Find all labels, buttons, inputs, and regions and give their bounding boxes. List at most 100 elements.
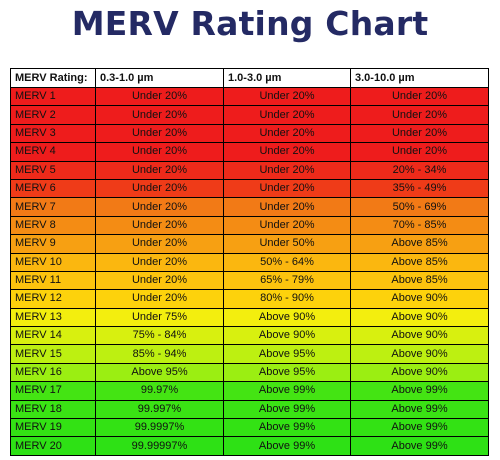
table-row: MERV 20 99.99997% Above 99% Above 99% [10,436,489,456]
efficiency-1.0-3.0-cell: 50% - 64% [223,252,351,272]
efficiency-0.3-1.0-cell: Under 20% [95,252,224,272]
efficiency-1.0-3.0-cell: Under 20% [223,86,351,107]
efficiency-1.0-3.0-cell: Above 90% [223,326,351,346]
rating-cell: MERV 19 [10,418,96,438]
table-row: MERV 3 Under 20% Under 20% Under 20% [10,123,489,144]
rating-cell: MERV 11 [10,270,96,291]
efficiency-3.0-10.0-cell: Above 90% [350,289,489,309]
efficiency-1.0-3.0-cell: Above 95% [223,362,351,383]
efficiency-3.0-10.0-cell: Above 99% [350,436,489,456]
efficiency-1.0-3.0-cell: 80% - 90% [223,289,351,309]
table-row: MERV 4 Under 20% Under 20% Under 20% [10,142,489,162]
efficiency-3.0-10.0-cell: 35% - 49% [350,178,489,199]
header-3.0-10.0: 3.0-10.0 µm [350,68,489,88]
page-title: MERV Rating Chart [71,4,429,43]
efficiency-3.0-10.0-cell: Under 20% [350,142,489,162]
efficiency-3.0-10.0-cell: 70% - 85% [350,215,489,236]
efficiency-1.0-3.0-cell: Under 20% [223,160,351,180]
rating-cell: MERV 14 [10,326,96,346]
rating-cell: MERV 1 [10,86,96,107]
table-row: MERV 14 75% - 84% Above 90% Above 90% [10,326,489,346]
efficiency-0.3-1.0-cell: Under 20% [95,160,224,180]
table-row: MERV 7 Under 20% Under 20% 50% - 69% [10,197,489,217]
rating-cell: MERV 13 [10,307,96,328]
table-header-row: MERV Rating: 0.3-1.0 µm 1.0-3.0 µm 3.0-1… [10,68,489,88]
rating-cell: MERV 9 [10,234,96,254]
table-row: MERV 10 Under 20% 50% - 64% Above 85% [10,252,489,272]
rating-cell: MERV 2 [10,105,96,125]
table-row: MERV 9 Under 20% Under 50% Above 85% [10,234,489,254]
rating-cell: MERV 8 [10,215,96,236]
efficiency-3.0-10.0-cell: Above 90% [350,344,489,364]
efficiency-1.0-3.0-cell: Above 99% [223,436,351,456]
rating-cell: MERV 6 [10,178,96,199]
table-row: MERV 5 Under 20% Under 20% 20% - 34% [10,160,489,180]
efficiency-3.0-10.0-cell: Above 99% [350,418,489,438]
efficiency-3.0-10.0-cell: 20% - 34% [350,160,489,180]
table-row: MERV 1 Under 20% Under 20% Under 20% [10,86,489,107]
efficiency-1.0-3.0-cell: Above 99% [223,418,351,438]
efficiency-3.0-10.0-cell: Above 99% [350,381,489,401]
efficiency-0.3-1.0-cell: Under 20% [95,105,224,125]
efficiency-3.0-10.0-cell: Above 85% [350,234,489,254]
table-row: MERV 18 99.997% Above 99% Above 99% [10,399,489,420]
table-row: MERV 17 99.97% Above 99% Above 99% [10,381,489,401]
efficiency-0.3-1.0-cell: 99.97% [95,381,224,401]
table-row: MERV 6 Under 20% Under 20% 35% - 49% [10,178,489,199]
efficiency-1.0-3.0-cell: Under 20% [223,142,351,162]
rating-cell: MERV 15 [10,344,96,364]
efficiency-1.0-3.0-cell: Under 20% [223,178,351,199]
efficiency-1.0-3.0-cell: Under 20% [223,197,351,217]
rating-cell: MERV 12 [10,289,96,309]
efficiency-3.0-10.0-cell: Above 99% [350,399,489,420]
efficiency-1.0-3.0-cell: Above 99% [223,381,351,401]
efficiency-0.3-1.0-cell: Under 20% [95,142,224,162]
efficiency-0.3-1.0-cell: 99.9997% [95,418,224,438]
rating-cell: MERV 16 [10,362,96,383]
header-1.0-3.0: 1.0-3.0 µm [223,68,351,88]
efficiency-1.0-3.0-cell: Above 95% [223,344,351,364]
efficiency-3.0-10.0-cell: Above 85% [350,270,489,291]
rating-cell: MERV 5 [10,160,96,180]
rating-cell: MERV 4 [10,142,96,162]
efficiency-1.0-3.0-cell: Under 20% [223,215,351,236]
efficiency-0.3-1.0-cell: Under 20% [95,123,224,144]
table-row: MERV 15 85% - 94% Above 95% Above 90% [10,344,489,364]
efficiency-1.0-3.0-cell: 65% - 79% [223,270,351,291]
efficiency-3.0-10.0-cell: Above 90% [350,362,489,383]
rating-cell: MERV 18 [10,399,96,420]
efficiency-3.0-10.0-cell: Under 20% [350,86,489,107]
efficiency-0.3-1.0-cell: Under 20% [95,86,224,107]
merv-rating-table: MERV Rating: 0.3-1.0 µm 1.0-3.0 µm 3.0-1… [10,68,489,456]
table-row: MERV 2 Under 20% Under 20% Under 20% [10,105,489,125]
efficiency-1.0-3.0-cell: Under 20% [223,105,351,125]
efficiency-1.0-3.0-cell: Under 20% [223,123,351,144]
efficiency-3.0-10.0-cell: Under 20% [350,123,489,144]
table-row: MERV 12 Under 20% 80% - 90% Above 90% [10,289,489,309]
table-row: MERV 11 Under 20% 65% - 79% Above 85% [10,270,489,291]
rating-cell: MERV 3 [10,123,96,144]
table-row: MERV 13 Under 75% Above 90% Above 90% [10,307,489,328]
efficiency-1.0-3.0-cell: Under 50% [223,234,351,254]
header-merv-rating: MERV Rating: [10,68,96,88]
efficiency-0.3-1.0-cell: 85% - 94% [95,344,224,364]
efficiency-0.3-1.0-cell: Under 75% [95,307,224,328]
efficiency-3.0-10.0-cell: Above 85% [350,252,489,272]
efficiency-1.0-3.0-cell: Above 99% [223,399,351,420]
efficiency-0.3-1.0-cell: Under 20% [95,215,224,236]
efficiency-0.3-1.0-cell: Under 20% [95,234,224,254]
efficiency-0.3-1.0-cell: 99.997% [95,399,224,420]
rating-cell: MERV 17 [10,381,96,401]
efficiency-0.3-1.0-cell: Under 20% [95,197,224,217]
table-row: MERV 8 Under 20% Under 20% 70% - 85% [10,215,489,236]
efficiency-3.0-10.0-cell: Under 20% [350,105,489,125]
efficiency-0.3-1.0-cell: Under 20% [95,270,224,291]
rating-cell: MERV 7 [10,197,96,217]
efficiency-0.3-1.0-cell: Under 20% [95,289,224,309]
efficiency-0.3-1.0-cell: Above 95% [95,362,224,383]
efficiency-1.0-3.0-cell: Above 90% [223,307,351,328]
efficiency-0.3-1.0-cell: 75% - 84% [95,326,224,346]
efficiency-0.3-1.0-cell: 99.99997% [95,436,224,456]
efficiency-3.0-10.0-cell: Above 90% [350,326,489,346]
efficiency-0.3-1.0-cell: Under 20% [95,178,224,199]
